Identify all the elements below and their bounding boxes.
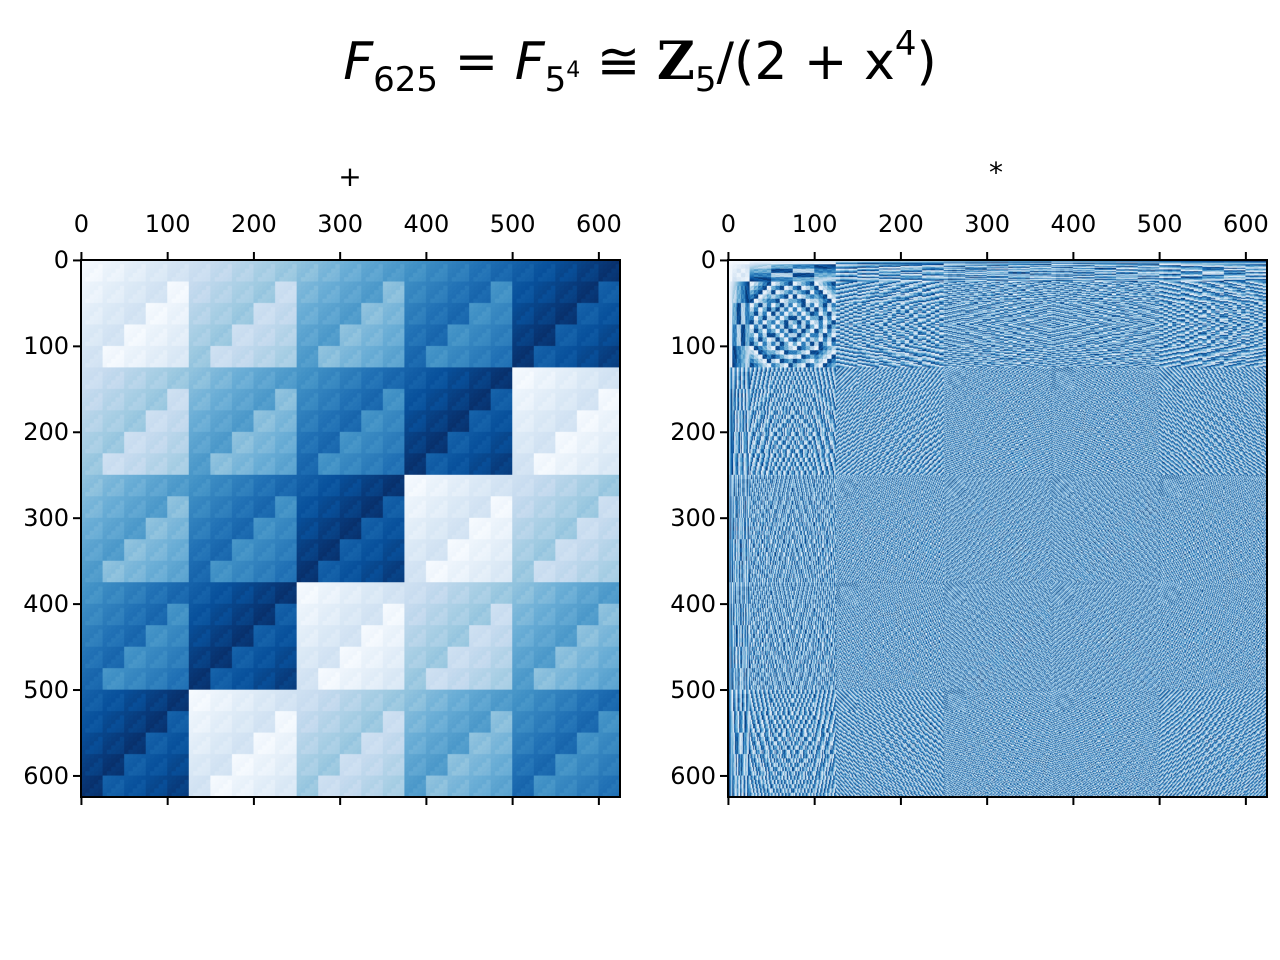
- addition-panel-title: +: [338, 160, 362, 193]
- multiplication-y-tick-label-200: 200: [670, 418, 716, 447]
- addition-x-tick-label-500: 500: [489, 210, 536, 238]
- addition-heatmap: [81, 260, 620, 797]
- multiplication-x-tick-label-600: 600: [1222, 210, 1269, 238]
- multiplication-x-tick-label-400: 400: [1050, 210, 1097, 238]
- multiplication-axes-frame: [727, 259, 1268, 798]
- title-close-paren: ): [916, 32, 937, 92]
- addition-axes-frame: [80, 259, 621, 798]
- addition-x-tick-label-400: 400: [403, 210, 450, 238]
- addition-y-tick-label-100: 100: [23, 332, 69, 361]
- multiplication-y-tick-label-400: 400: [670, 590, 716, 619]
- title-equals: =: [454, 32, 499, 92]
- addition-x-tick-label-200: 200: [231, 210, 277, 238]
- title-field-symbol: F: [343, 32, 374, 92]
- multiplication-y-tick-label-100: 100: [670, 332, 716, 361]
- addition-x-tick-label-600: 600: [575, 210, 622, 238]
- addition-y-tick-label-200: 200: [23, 418, 69, 447]
- addition-y-tick-label-300: 300: [23, 504, 69, 533]
- addition-x-tick-label-300: 300: [317, 210, 364, 238]
- addition-y-tick-label-400: 400: [23, 590, 69, 619]
- addition-y-tick-label-500: 500: [23, 676, 69, 705]
- multiplication-x-tick-label-200: 200: [878, 210, 924, 238]
- addition-x-tick-label-100: 100: [144, 210, 191, 238]
- multiplication-y-tick-label-600: 600: [670, 761, 716, 790]
- multiplication-x-tick-label-0: 0: [720, 210, 737, 238]
- title-integers-symbol: Z: [656, 31, 695, 92]
- multiplication-x-tick-label-300: 300: [964, 210, 1011, 238]
- title-field-symbol-2: F: [514, 32, 545, 92]
- figure-title: F625 = F54 ≅ Z5/(2 + x4): [0, 8, 1280, 116]
- title-isomorphic: ≅: [596, 32, 641, 92]
- addition-x-tick-label-0: 0: [73, 210, 90, 238]
- title-field-order: 625: [373, 60, 439, 100]
- multiplication-y-tick-label-500: 500: [670, 676, 716, 705]
- title-prime: 5: [544, 60, 567, 100]
- addition-y-tick-label-600: 600: [23, 761, 69, 790]
- multiplication-y-tick-label-300: 300: [670, 504, 716, 533]
- multiplication-panel-title: *: [989, 156, 1003, 189]
- multiplication-y-tick-label-0: 0: [700, 246, 716, 275]
- title-modulus-prime: 5: [694, 60, 717, 100]
- multiplication-x-tick-label-500: 500: [1136, 210, 1183, 238]
- title-degree: 4: [566, 58, 581, 83]
- title-polynomial-degree: 4: [894, 24, 917, 64]
- addition-y-tick-label-0: 0: [53, 246, 69, 275]
- multiplication-x-tick-label-100: 100: [791, 210, 838, 238]
- title-quotient-polynomial: /(2 + x: [716, 32, 895, 92]
- multiplication-heatmap: [728, 260, 1267, 797]
